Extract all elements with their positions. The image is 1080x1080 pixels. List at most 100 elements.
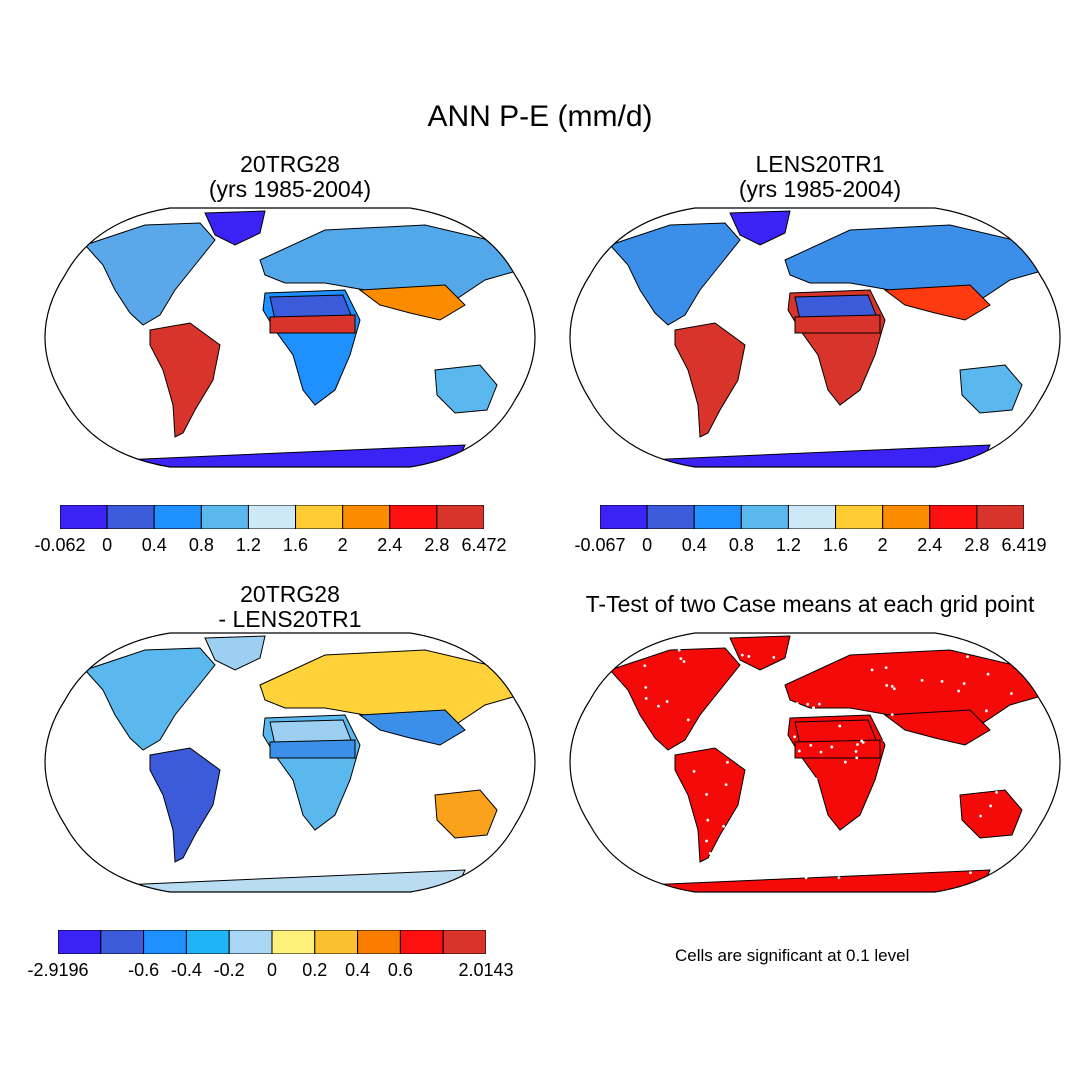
region-south-america	[149, 747, 221, 863]
insignificant-cell	[630, 733, 634, 737]
colorbar-tick-label: -0.062	[34, 535, 86, 555]
region-south-asia	[883, 709, 991, 746]
insignificant-cell	[962, 682, 966, 685]
insignificant-cell	[890, 684, 894, 688]
insignificant-cell	[940, 680, 944, 683]
colorbar-tick-label: 2.8	[424, 535, 450, 555]
insignificant-cell	[720, 868, 724, 872]
insignificant-cell	[756, 729, 760, 732]
insignificant-cell	[643, 664, 647, 668]
colorbar-tick-label: 2.4	[377, 535, 403, 555]
insignificant-cell	[628, 743, 632, 747]
colorbar-tick-label: 2.0143	[458, 960, 514, 980]
insignificant-cell	[642, 861, 645, 865]
region-australia	[959, 364, 1023, 414]
insignificant-cell	[698, 739, 702, 742]
region-south-america	[674, 747, 746, 863]
insignificant-cell	[706, 818, 710, 822]
insignificant-cell	[830, 745, 834, 749]
insignificant-cell	[886, 763, 890, 767]
insignificant-cell	[969, 871, 972, 875]
insignificant-cell	[736, 857, 740, 861]
insignificant-cell	[705, 793, 708, 796]
insignificant-cell	[659, 855, 662, 859]
insignificant-cell	[995, 791, 998, 794]
insignificant-cell	[855, 870, 859, 874]
panel-title-1: 20TRG28 (yrs 1985-2004)	[100, 152, 480, 202]
insignificant-cell	[664, 815, 668, 818]
insignificant-cell	[885, 848, 889, 852]
insignificant-cell	[705, 716, 709, 720]
insignificant-cell	[724, 729, 728, 733]
colorbar-tick-label: -0.6	[128, 960, 160, 980]
colorbar-tick-label: 0	[102, 535, 113, 555]
insignificant-cell	[812, 706, 816, 710]
insignificant-cell	[793, 735, 797, 739]
insignificant-cell	[890, 713, 894, 716]
region-north-america	[84, 647, 216, 751]
region-greenland	[204, 210, 266, 246]
colorbar-1	[60, 505, 484, 529]
insignificant-cell	[1009, 723, 1013, 727]
colorbar-tick-label: 1.2	[235, 535, 261, 555]
colorbar-tick-label: 0	[642, 535, 653, 555]
insignificant-cell	[885, 684, 889, 687]
region-australia	[434, 364, 498, 414]
region-north-america	[609, 222, 741, 326]
colorbar-2	[600, 505, 1024, 529]
insignificant-cell	[834, 839, 837, 843]
region-australia	[434, 789, 498, 839]
insignificant-cell	[748, 725, 752, 729]
insignificant-cell	[611, 731, 615, 735]
region-south-asia	[883, 284, 991, 321]
region-australia	[959, 789, 1023, 839]
colorbar-swatch	[693, 505, 742, 529]
panel-title-1-line1: 20TRG28	[240, 151, 340, 177]
region-south-asia	[358, 709, 466, 746]
insignificant-cell	[1017, 776, 1020, 780]
panel-title-3: 20TRG28 - LENS20TR1	[100, 582, 480, 632]
colorbar-tick-label: 0.4	[345, 960, 371, 980]
insignificant-cell	[801, 871, 804, 874]
insignificant-cell	[784, 775, 788, 778]
insignificant-cell	[966, 655, 969, 659]
insignificant-cell	[909, 795, 913, 799]
insignificant-cell	[623, 738, 627, 741]
insignificant-cell	[989, 804, 993, 808]
insignificant-cell	[792, 841, 796, 845]
insignificant-cell	[916, 761, 920, 765]
colorbar-tick-label: 1.6	[823, 535, 849, 555]
insignificant-cell	[644, 697, 648, 700]
insignificant-cell	[677, 648, 681, 652]
insignificant-cell	[663, 811, 667, 815]
region-equatorial-belt	[794, 739, 881, 759]
insignificant-cell	[819, 750, 823, 754]
insignificant-cell	[817, 810, 821, 814]
insignificant-cell	[896, 818, 900, 821]
insignificant-cell	[642, 653, 646, 657]
insignificant-cell	[769, 866, 772, 869]
insignificant-cell	[794, 765, 798, 768]
insignificant-cell	[708, 851, 712, 855]
panel-title-2-line2: (yrs 1985-2004)	[738, 176, 902, 202]
insignificant-cell	[659, 750, 663, 754]
insignificant-cell	[905, 809, 909, 812]
colorbar-swatch	[247, 505, 297, 529]
map-border	[569, 632, 1061, 893]
colorbar-swatch	[185, 930, 230, 954]
colorbar-swatch	[228, 930, 273, 954]
insignificant-cell	[747, 654, 751, 658]
colorbar-swatch	[740, 505, 789, 529]
insignificant-cell	[665, 700, 669, 703]
colorbar-swatch	[399, 930, 444, 954]
colorbar-tick-label: 2	[877, 535, 888, 555]
insignificant-cell	[843, 760, 847, 764]
region-south-america	[674, 322, 746, 438]
panel-title-3-line2: - LENS20TR1	[218, 606, 362, 632]
colorbar-2-ticks: -0.067 0 0.4 0.8 1.2 1.6 2 2.4 2.8 6.419	[574, 535, 1046, 557]
colorbar-swatch	[143, 930, 187, 954]
colorbar-swatch	[882, 505, 931, 529]
insignificant-cell	[661, 831, 664, 834]
insignificant-cell	[838, 724, 842, 728]
insignificant-cell	[778, 673, 781, 677]
